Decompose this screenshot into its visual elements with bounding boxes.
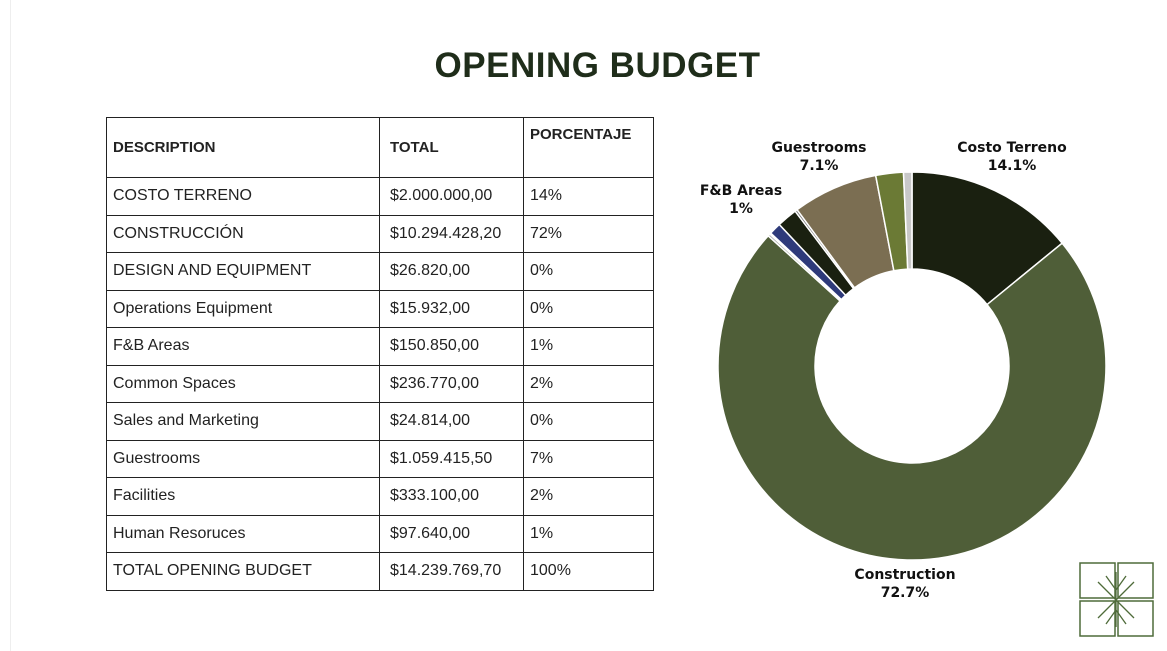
table-row: Common Spaces $236.770,00 2% (106, 364, 654, 403)
header-cell: PORCENTAJE (523, 117, 654, 178)
donut-slice (902, 171, 913, 270)
table-cell: $1.059.415,50 (379, 439, 524, 478)
table-row: Guestrooms $1.059.415,50 7% (106, 439, 654, 478)
budget-table: DESCRIPTION TOTAL PORCENTAJE COSTO TERRENO $… (106, 117, 654, 591)
table-cell: $24.814,00 (379, 402, 524, 441)
table-row: F&B Areas $150.850,00 1% (106, 327, 654, 366)
table-row: Human Resoruces $97.640,00 1% (106, 514, 654, 553)
table-cell: COSTO TERRENO (106, 177, 380, 216)
donut-slice (717, 234, 1107, 561)
table-cell: 0% (523, 289, 654, 328)
table-cell: Facilities (106, 477, 380, 516)
table-row: COSTO TERRENO $2.000.000,00 14% (106, 177, 654, 216)
table-cell: 7% (523, 439, 654, 478)
table-cell: 2% (523, 364, 654, 403)
slice-value-label: 72.7% (881, 585, 930, 601)
table-cell: DESIGN AND EQUIPMENT (106, 252, 380, 291)
table-row: CONSTRUCCIÓN $10.294.428,20 72% (106, 214, 654, 253)
header-row: DESCRIPTION TOTAL PORCENTAJE (106, 117, 654, 178)
slide-title: OPENING BUDGET (434, 46, 761, 85)
table-cell: 1% (523, 327, 654, 366)
table-cell: $333.100,00 (379, 477, 524, 516)
table-cell: 100% (523, 552, 654, 591)
logo (1079, 562, 1154, 637)
table-cell: 1% (523, 514, 654, 553)
table-cell: $15.932,00 (379, 289, 524, 328)
slice-value-label: 7.1% (800, 158, 839, 174)
header-cell: TOTAL (379, 117, 524, 178)
table-cell: TOTAL OPENING BUDGET (106, 552, 380, 591)
table-row: Facilities $333.100,00 2% (106, 477, 654, 516)
table-cell: $14.239.769,70 (379, 552, 524, 591)
slice-value-label: 14.1% (988, 158, 1037, 174)
table-cell: $10.294.428,20 (379, 214, 524, 253)
table-row: DESIGN AND EQUIPMENT $26.820,00 0% (106, 252, 654, 291)
table-cell: $2.000.000,00 (379, 177, 524, 216)
slice-label: Costo Terreno (957, 140, 1067, 156)
slide-edge (10, 0, 11, 651)
table-cell: Guestrooms (106, 439, 380, 478)
slice-label: Guestrooms (771, 140, 866, 156)
slice-label: Construction (854, 567, 955, 583)
table-cell: $150.850,00 (379, 327, 524, 366)
header-cell: DESCRIPTION (106, 117, 380, 178)
table-row: Operations Equipment $15.932,00 0% (106, 289, 654, 328)
table-cell: CONSTRUCCIÓN (106, 214, 380, 253)
table-cell: F&B Areas (106, 327, 380, 366)
slice-label: F&B Areas (700, 183, 782, 199)
slice-value-label: 1% (729, 201, 753, 217)
table-row: TOTAL OPENING BUDGET $14.239.769,70 100% (106, 552, 654, 591)
table-cell: 14% (523, 177, 654, 216)
table-cell: $236.770,00 (379, 364, 524, 403)
table-cell: Operations Equipment (106, 289, 380, 328)
table-cell: Sales and Marketing (106, 402, 380, 441)
table-cell: 2% (523, 477, 654, 516)
